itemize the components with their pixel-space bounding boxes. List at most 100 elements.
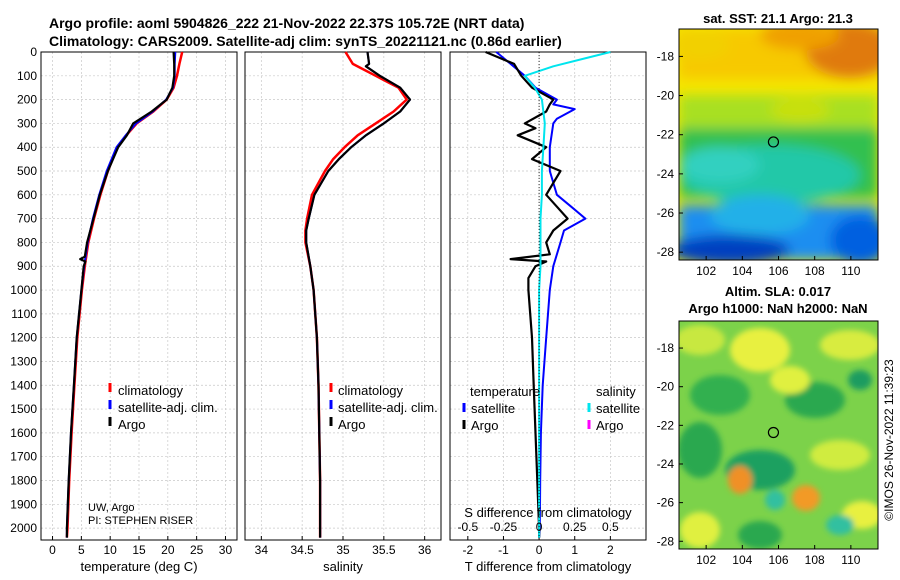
s-tick-label: 0.25 <box>563 520 587 534</box>
series-line-argo <box>305 51 412 538</box>
map-x-tick-label: 104 <box>732 553 752 567</box>
y-tick-label: 1200 <box>10 331 37 345</box>
y-tick-label: 1000 <box>10 283 37 297</box>
legend-label: Argo <box>338 417 365 432</box>
map-y-tick-label: -26 <box>657 206 675 220</box>
y-tick-label: 600 <box>17 188 37 202</box>
x-tick-label: 35 <box>336 543 350 557</box>
map-y-tick-label: -22 <box>657 128 675 142</box>
legend-label: satellite <box>596 401 640 416</box>
y-tick-label: 200 <box>17 93 37 107</box>
y-tick-label: 1700 <box>10 450 37 464</box>
map-y-tick-label: -18 <box>657 341 675 355</box>
series-line-t-argo <box>485 50 569 538</box>
y-tick-label: 800 <box>17 235 37 249</box>
s-tick-label: -0.25 <box>490 520 518 534</box>
map-y-tick-label: -28 <box>657 534 675 548</box>
salinity-panel: 34 34.5 35 35.5 36 salinity climatology satelli… <box>244 51 442 574</box>
x-tick-label: 10 <box>103 543 117 557</box>
y-tick-label: 1900 <box>10 497 37 511</box>
x-tick-label: 0 <box>49 543 56 557</box>
x-tick-label: 30 <box>219 543 233 557</box>
y-tick-label: 700 <box>17 212 37 226</box>
x-tick-label: 20 <box>161 543 175 557</box>
x-tick-label: 34.5 <box>290 543 314 557</box>
map-y-tick-label: -26 <box>657 496 675 510</box>
y-tick-label: 400 <box>17 140 37 154</box>
map-x-tick-label: 108 <box>805 264 825 278</box>
temperature-panel: 0 5 10 15 20 25 300100200300400500600700800900… <box>10 45 238 574</box>
y-tick-label: 1600 <box>10 426 37 440</box>
s-tick-label: -0.5 <box>457 520 478 534</box>
y-tick-label: 1100 <box>11 307 37 321</box>
argo-position-marker <box>767 136 780 148</box>
x-tick-label: 34 <box>255 543 269 557</box>
sla-map-subtitle: Argo h1000: NaN h2000: NaN <box>688 301 867 316</box>
map-x-tick-label: 110 <box>841 264 860 278</box>
s-axis-label: S difference from climatology <box>464 505 632 520</box>
y-tick-label: 2000 <box>10 521 37 535</box>
title-line-1: Argo profile: aoml 5904826_222 21-Nov-20… <box>49 15 524 31</box>
axes-frame <box>449 51 647 541</box>
y-tick-label: 1500 <box>10 402 37 416</box>
legend-label: satellite-adj. clim. <box>338 400 438 415</box>
x-axis-label: T difference from climatology <box>465 559 632 574</box>
map-x-tick-label: 106 <box>768 264 788 278</box>
series-line-climatology <box>65 51 184 538</box>
map-x-tick-label: 104 <box>732 264 752 278</box>
series-line-satellite-adj-clim- <box>305 51 411 538</box>
sla-map-title: Altim. SLA: 0.017 <box>725 284 831 299</box>
x-tick-label: -2 <box>462 543 473 557</box>
y-tick-label: 100 <box>17 69 37 83</box>
legend-label: climatology <box>118 383 184 398</box>
series-line-argo <box>65 51 176 538</box>
map-y-tick-label: -22 <box>657 418 675 432</box>
sla-axes: 102 104 106 108 110 -18 -20 -22 -24 -26 -28 <box>657 341 861 567</box>
y-tick-label: 900 <box>17 259 37 273</box>
x-tick-label: 2 <box>607 543 614 557</box>
legend-label: Argo <box>471 418 498 433</box>
title-line-2: Climatology: CARS2009. Satellite-adj cli… <box>49 33 562 49</box>
sla-map: 102 104 106 108 110 -18 -20 -22 -24 -26 -28 <box>657 320 879 567</box>
y-tick-label: 1800 <box>10 473 37 487</box>
x-tick-label: 35.5 <box>372 543 396 557</box>
x-tick-label: 0 <box>536 543 543 557</box>
map-y-tick-label: -28 <box>657 245 675 259</box>
map-y-tick-label: -20 <box>657 380 675 394</box>
y-tick-label: 300 <box>17 116 37 130</box>
x-tick-label: 25 <box>190 543 204 557</box>
credit-line-2: PI: STEPHEN RISER <box>88 515 193 527</box>
x-tick-label: 15 <box>132 543 146 557</box>
map-y-tick-label: -24 <box>657 167 675 181</box>
map-y-tick-label: -24 <box>657 457 675 471</box>
series-line-satellite-adj-clim- <box>65 51 177 538</box>
sst-map-title: sat. SST: 21.1 Argo: 21.3 <box>703 11 853 26</box>
map-x-tick-label: 106 <box>768 553 788 567</box>
legend-label: climatology <box>338 383 404 398</box>
x-tick-label: -1 <box>498 543 509 557</box>
sst-field <box>679 29 878 260</box>
legend-label: Argo <box>596 418 623 433</box>
x-tick-label: 5 <box>78 543 85 557</box>
map-x-tick-label: 108 <box>805 553 825 567</box>
sst-map: 102 104 106 108 110 -18 -20 -22 -24 -26 -28 <box>657 28 879 278</box>
sst-axes: 102 104 106 108 110 -18 -20 -22 -24 -26 -28 <box>657 49 861 278</box>
y-tick-label: 500 <box>17 164 37 178</box>
x-tick-label: 36 <box>418 543 432 557</box>
map-x-tick-label: 110 <box>841 553 860 567</box>
y-tick-label: 1400 <box>10 378 37 392</box>
imos-timestamp: ©IMOS 26-Nov-2022 11:39:23 <box>882 359 896 521</box>
legend-heading: temperature <box>470 384 540 399</box>
legend-label: satellite <box>471 401 515 416</box>
legend-heading: salinity <box>596 384 636 399</box>
map-y-tick-label: -20 <box>657 89 675 103</box>
x-axis-label: temperature (deg C) <box>80 559 197 574</box>
y-tick-label: 0 <box>30 45 37 59</box>
argo-position-marker <box>767 426 780 439</box>
legend-label: satellite-adj. clim. <box>118 400 218 415</box>
x-axis-label: salinity <box>323 559 363 574</box>
s-tick-label: 0 <box>536 520 543 534</box>
map-x-tick-label: 102 <box>696 264 716 278</box>
x-tick-label: 1 <box>571 543 578 557</box>
